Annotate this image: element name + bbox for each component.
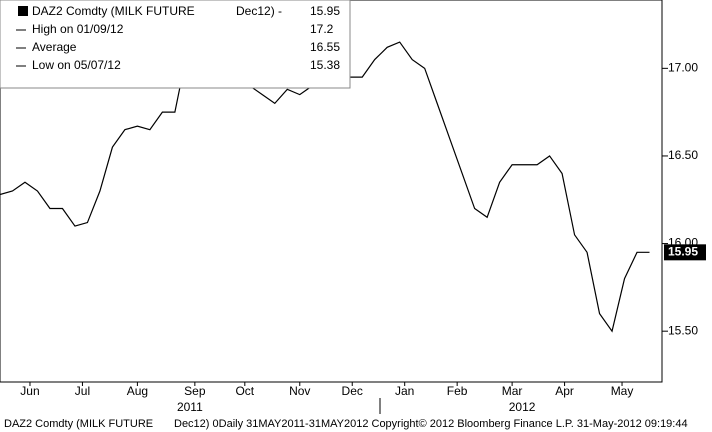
legend-stat-value: 17.2 bbox=[310, 22, 334, 36]
legend-last: 15.95 bbox=[310, 4, 340, 18]
x-tick-label: Dec bbox=[342, 384, 363, 398]
legend-name: DAZ2 Comdty (MILK FUTURE bbox=[32, 4, 195, 18]
y-tick-label: 16.50 bbox=[668, 148, 698, 162]
y-tick-label: 17.00 bbox=[668, 61, 698, 75]
legend-stat-label: Average bbox=[32, 40, 77, 54]
year-label: 2012 bbox=[509, 400, 536, 414]
legend-contract: Dec12) - bbox=[236, 4, 282, 18]
legend-stat-value: 16.55 bbox=[310, 40, 340, 54]
x-tick-label: Jan bbox=[395, 384, 414, 398]
legend-box bbox=[0, 0, 351, 89]
x-tick-label: Oct bbox=[235, 384, 254, 398]
x-tick-label: Nov bbox=[289, 384, 310, 398]
x-tick-label: Sep bbox=[184, 384, 206, 398]
legend-stat-label: Low on 05/07/12 bbox=[32, 58, 121, 72]
footer-right: Dec12) 0Daily 31MAY2011-31MAY2012 Copyri… bbox=[174, 418, 688, 430]
last-price-box bbox=[664, 244, 706, 261]
legend-stat-label: High on 01/09/12 bbox=[32, 22, 124, 36]
last-price-label: 15.95 bbox=[668, 245, 698, 259]
x-tick-label: Mar bbox=[502, 384, 523, 398]
x-tick-label: Aug bbox=[127, 384, 148, 398]
footer-left: DAZ2 Comdty (MILK FUTURE bbox=[4, 418, 153, 430]
x-tick-label: Jul bbox=[75, 384, 90, 398]
legend-stat-value: 15.38 bbox=[310, 58, 340, 72]
x-tick-label: Jun bbox=[20, 384, 39, 398]
x-tick-label: Feb bbox=[447, 384, 468, 398]
year-label: 2011 bbox=[177, 400, 203, 414]
y-tick-label: 15.50 bbox=[668, 323, 698, 337]
x-tick-label: Apr bbox=[555, 384, 574, 398]
x-tick-label: May bbox=[611, 384, 634, 398]
legend-swatch bbox=[18, 6, 28, 16]
